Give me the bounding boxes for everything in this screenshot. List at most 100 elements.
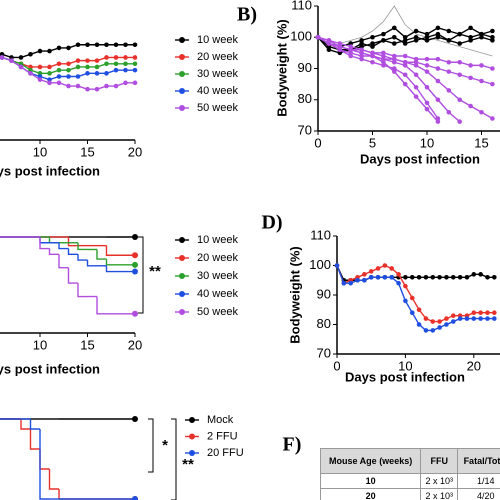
legend-label: 40 week: [197, 288, 238, 300]
point: [66, 61, 71, 67]
point: [437, 325, 442, 330]
point: [315, 34, 321, 40]
point: [123, 67, 128, 73]
point: [362, 272, 367, 277]
point: [435, 78, 441, 84]
point: [423, 275, 429, 280]
point: [396, 280, 401, 286]
point: [104, 55, 109, 60]
point: [430, 275, 436, 280]
point: [437, 275, 442, 280]
point: [37, 77, 43, 82]
point: [104, 71, 109, 76]
y-tick-label: 70: [317, 345, 331, 360]
point: [450, 313, 456, 318]
point: [18, 55, 24, 60]
point: [85, 42, 90, 48]
point: [416, 322, 422, 327]
point: [413, 94, 419, 99]
point: [413, 84, 419, 90]
cell: 10: [319, 473, 422, 489]
point: [94, 64, 100, 70]
point: [0, 55, 5, 60]
point: [104, 83, 109, 89]
x-tick-label: 5: [369, 135, 376, 150]
point: [47, 71, 52, 76]
legend-marker: [179, 105, 185, 111]
point: [381, 63, 386, 68]
x-tick-label: 15: [80, 337, 94, 352]
series-line: [317, 36, 439, 119]
point: [444, 322, 449, 327]
point: [123, 55, 128, 60]
point: [94, 86, 100, 92]
significance: *: [162, 437, 168, 454]
point: [416, 275, 422, 280]
point: [9, 55, 14, 60]
point: [370, 59, 375, 65]
point: [123, 42, 128, 48]
point: [75, 58, 81, 63]
point: [485, 316, 490, 321]
point: [337, 47, 343, 53]
point: [56, 61, 62, 67]
legend-label: 30 week: [197, 270, 238, 282]
step: [67, 248, 78, 255]
x-axis-label: Days post infection: [0, 163, 100, 178]
step: [105, 259, 135, 266]
legend-marker: [179, 71, 185, 77]
step: [48, 248, 59, 255]
legend-marker: [179, 255, 185, 261]
point: [446, 109, 452, 115]
point: [47, 48, 52, 54]
legend-label: 20 FFU: [207, 447, 244, 459]
header-cell: FFU: [420, 448, 459, 474]
legend-marker: [189, 417, 195, 423]
point: [423, 316, 429, 321]
table: Mouse Age (weeks) FFU Fatal/Total 10 2 x…: [319, 448, 500, 500]
point: [413, 63, 419, 68]
panel-label: B): [237, 4, 257, 26]
series-line: [336, 264, 495, 323]
step: [29, 429, 40, 450]
point: [132, 310, 138, 317]
point: [370, 44, 375, 49]
legend-label: Mock: [207, 414, 234, 426]
step: [58, 242, 69, 250]
point: [104, 42, 109, 48]
point: [56, 45, 62, 51]
point: [478, 272, 483, 277]
legend-label: 20 week: [197, 51, 238, 63]
point: [56, 80, 62, 86]
legend-marker: [189, 450, 195, 456]
legend-label: 2 FFU: [207, 430, 238, 442]
point: [424, 100, 430, 106]
step: [96, 296, 107, 315]
point: [94, 42, 100, 48]
point: [37, 64, 43, 70]
y-tick-label: 90: [317, 286, 331, 301]
step: [77, 283, 88, 298]
x-tick-label: 20: [128, 337, 142, 352]
step: [20, 419, 31, 430]
point: [435, 66, 441, 71]
point: [132, 234, 138, 240]
point: [468, 103, 473, 109]
point: [402, 53, 408, 59]
step: [105, 265, 135, 273]
point: [444, 275, 449, 280]
x-axis-label: Days post infection: [360, 151, 480, 166]
legend-marker: [179, 291, 185, 297]
point: [392, 41, 397, 46]
step: [39, 429, 50, 500]
point: [85, 86, 90, 92]
point: [464, 275, 470, 280]
step: [67, 267, 78, 284]
point: [396, 272, 401, 277]
x-tick-label: 10: [33, 144, 47, 159]
point: [457, 316, 463, 321]
point: [132, 496, 138, 500]
point: [113, 42, 119, 48]
cell: 2 x 10³: [420, 473, 459, 489]
